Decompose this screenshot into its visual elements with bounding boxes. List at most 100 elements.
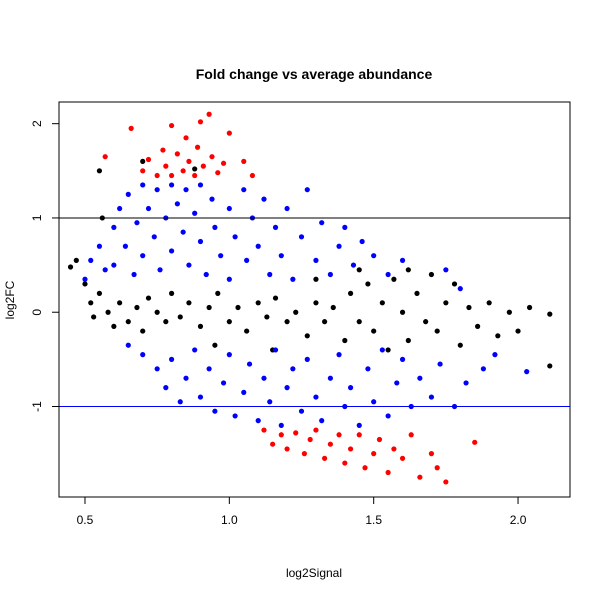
- point-black-53: [475, 323, 481, 329]
- point-red-0: [102, 154, 108, 160]
- point-red-7: [168, 122, 175, 129]
- point-black-33: [322, 319, 328, 325]
- point-blue-84: [319, 418, 325, 424]
- point-blue-33: [232, 234, 238, 240]
- point-blue-80: [290, 366, 296, 372]
- point-blue-52: [359, 238, 365, 245]
- point-black-16: [163, 319, 169, 325]
- point-blue-9: [131, 271, 137, 278]
- point-blue-31: [226, 205, 232, 212]
- point-black-5: [96, 168, 103, 174]
- point-blue-41: [278, 253, 284, 259]
- point-blue-37: [255, 243, 261, 249]
- point-blue-82: [304, 356, 310, 362]
- point-blue-62: [168, 356, 175, 362]
- point-black-54: [486, 300, 492, 306]
- point-black-63: [212, 342, 218, 348]
- point-blue-94: [394, 380, 400, 386]
- point-blue-101: [463, 380, 469, 386]
- point-blue-10: [134, 220, 140, 226]
- point-blue-20: [174, 201, 180, 207]
- point-blue-91: [371, 399, 377, 405]
- point-blue-86: [336, 352, 342, 358]
- point-black-18: [177, 314, 183, 320]
- point-black-8: [105, 309, 111, 315]
- point-blue-58: [125, 342, 131, 348]
- point-black-27: [264, 314, 270, 320]
- x-tick-label: 2.0: [510, 513, 527, 527]
- point-blue-38: [261, 196, 267, 202]
- point-blue-59: [140, 352, 146, 358]
- point-red-15: [197, 119, 204, 125]
- point-red-38: [362, 465, 368, 471]
- point-black-7: [96, 290, 103, 296]
- point-red-1: [128, 125, 134, 131]
- point-blue-21: [180, 229, 186, 235]
- point-blue-26: [197, 182, 204, 188]
- point-blue-45: [304, 187, 310, 193]
- point-black-37: [356, 319, 362, 325]
- point-black-28: [272, 295, 279, 301]
- point-red-31: [313, 427, 319, 433]
- point-blue-72: [241, 389, 247, 395]
- point-red-3: [145, 156, 152, 163]
- point-black-59: [547, 311, 553, 317]
- point-blue-98: [428, 394, 435, 400]
- point-black-24: [235, 304, 241, 311]
- point-red-10: [180, 168, 186, 174]
- point-red-29: [301, 451, 307, 457]
- point-red-2: [140, 168, 146, 174]
- point-black-17: [168, 290, 175, 296]
- point-blue-92: [379, 347, 385, 353]
- point-blue-4: [111, 224, 117, 230]
- point-blue-32: [226, 276, 232, 282]
- point-red-37: [356, 432, 362, 438]
- point-red-21: [226, 130, 232, 136]
- point-blue-6: [117, 205, 123, 212]
- point-blue-97: [417, 375, 423, 381]
- point-blue-79: [284, 385, 290, 391]
- point-black-56: [506, 309, 512, 315]
- point-black-10: [117, 300, 123, 306]
- point-blue-28: [209, 196, 215, 202]
- point-black-46: [423, 319, 429, 325]
- point-red-18: [209, 154, 215, 160]
- point-blue-50: [342, 224, 348, 230]
- point-blue-85: [327, 375, 333, 381]
- point-blue-66: [197, 394, 204, 400]
- point-red-22: [241, 158, 247, 164]
- point-black-0: [67, 264, 74, 270]
- point-black-30: [293, 309, 299, 315]
- point-blue-75: [261, 375, 267, 381]
- point-black-48: [434, 328, 440, 334]
- point-blue-25: [197, 238, 204, 245]
- point-blue-18: [168, 182, 175, 188]
- point-red-8: [168, 172, 175, 179]
- point-red-40: [376, 436, 383, 443]
- point-blue-61: [163, 385, 169, 391]
- point-blue-88: [347, 385, 354, 391]
- point-red-14: [194, 144, 201, 150]
- point-red-43: [399, 455, 406, 461]
- point-red-11: [183, 135, 189, 141]
- point-blue-49: [336, 243, 342, 249]
- point-black-36: [347, 290, 354, 296]
- point-black-13: [140, 328, 146, 334]
- point-blue-48: [327, 271, 333, 278]
- y-tick-label: 0: [30, 309, 44, 316]
- point-black-58: [526, 304, 533, 311]
- point-black-21: [206, 304, 212, 311]
- point-black-23: [226, 319, 232, 325]
- point-blue-77: [272, 347, 279, 353]
- point-blue-68: [212, 408, 218, 414]
- point-blue-24: [192, 210, 198, 216]
- point-black-26: [255, 300, 261, 306]
- point-blue-95: [399, 356, 406, 362]
- point-red-47: [434, 465, 440, 471]
- point-blue-46: [313, 257, 319, 263]
- point-black-1: [73, 257, 79, 263]
- point-black-57: [515, 328, 521, 334]
- point-black-45: [414, 290, 420, 296]
- point-blue-14: [151, 234, 157, 240]
